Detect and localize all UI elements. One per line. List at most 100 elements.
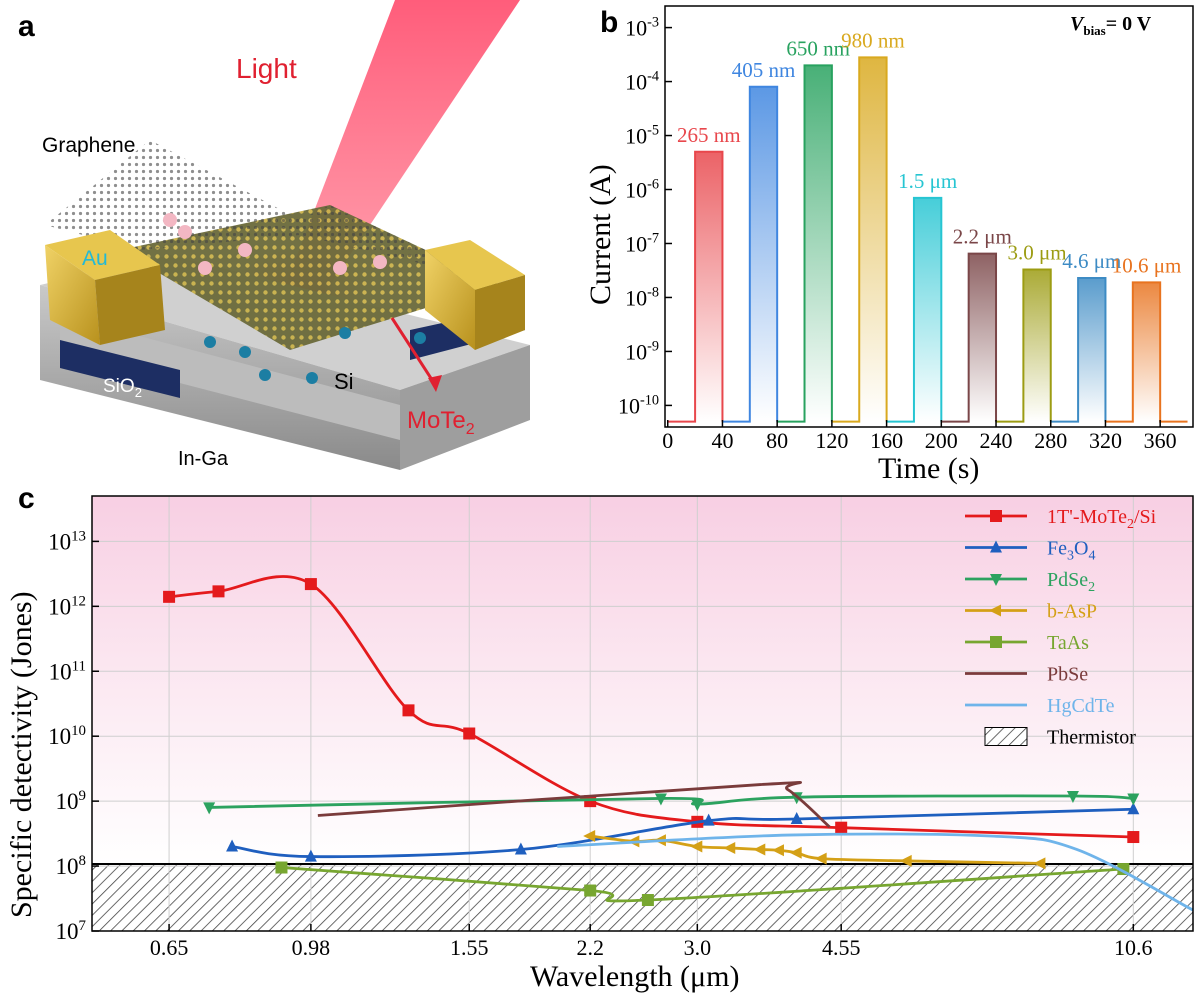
series-line (231, 807, 1134, 859)
panel-c-frame (91, 495, 1194, 932)
pulse-label: 3.0 μm (1008, 240, 1067, 264)
y-tick-label: 107 (56, 918, 87, 944)
data-point (702, 813, 715, 826)
series-line (317, 781, 831, 829)
graphene-sheet (45, 140, 500, 285)
panel-c-ylabel: Specific detectivity (Jones) (5, 591, 38, 918)
data-point (641, 894, 654, 907)
data-point (1127, 831, 1140, 844)
panel-b-ticks: 0 40 80 120 160 200 240 280 320 360 10-10 10-9 10-8 1… (618, 15, 1177, 453)
pulse-label: 1.5 μm (898, 169, 957, 193)
series-line (557, 832, 1194, 912)
data-point (584, 884, 597, 897)
pulse-fill (749, 86, 778, 422)
legend-label: PdSe2 (1047, 569, 1095, 595)
y-tick-label: 10-9 (625, 338, 659, 364)
light-text: Light (236, 53, 297, 84)
data-point (304, 578, 317, 591)
panel-b-pulses (695, 57, 1161, 422)
data-point (584, 795, 597, 808)
panel-b-xlabel: Time (s) (878, 452, 979, 485)
data-point (899, 854, 912, 867)
data-point (402, 704, 415, 717)
legend-thermistor-swatch (984, 727, 1028, 746)
data-point (304, 849, 317, 862)
data-point (163, 590, 176, 603)
series-line (281, 866, 1124, 903)
y-tick-label: 108 (56, 853, 86, 879)
x-tick-label: 0.65 (150, 935, 189, 960)
y-tick-label: 10-4 (625, 69, 659, 95)
sio2-layer (60, 340, 180, 398)
data-point (814, 852, 827, 865)
x-tick-label: 3.0 (684, 935, 712, 960)
data-point (691, 799, 704, 812)
graphene-text: Graphene (42, 134, 135, 157)
panel-a-label: a (18, 10, 35, 43)
legend-label: b-AsP (1047, 601, 1097, 623)
legend-marker (990, 510, 1002, 522)
au-pad-left-side (95, 265, 165, 345)
mote2-arrow-head (428, 375, 442, 392)
panel-b-label: b (600, 6, 618, 39)
data-point (1033, 857, 1046, 870)
legend-marker (990, 574, 1002, 586)
au-text: Au (82, 247, 108, 270)
carriers (163, 213, 426, 384)
pulse-trace (667, 150, 724, 423)
bias-annotation: Vbias= 0 V (1070, 13, 1152, 38)
data-point (835, 821, 848, 834)
pulse-trace (996, 268, 1052, 423)
x-tick-label: 320 (1089, 428, 1122, 453)
au-pad-right (425, 250, 475, 350)
x-tick-label: 280 (1034, 428, 1067, 453)
legend-label: 1T'-MoTe2/Si (1047, 506, 1157, 532)
data-point (753, 843, 766, 856)
mote2-text: MoTe2 (407, 407, 475, 438)
x-tick-label: 200 (925, 428, 958, 453)
y-tick-label: 10-10 (618, 392, 659, 418)
pulse-trace (777, 64, 833, 423)
pulse-label: 10.6 μm (1112, 253, 1182, 277)
pulse-fill (859, 57, 887, 422)
si-layer (60, 315, 400, 440)
pulse-fill (804, 65, 832, 422)
au-pad-right-side (475, 275, 525, 350)
x-tick-label: 0 (662, 428, 673, 453)
pulse-label: 650 nm (786, 36, 850, 60)
y-tick-label: 10-5 (625, 123, 659, 149)
data-point (723, 841, 736, 854)
pulse-fill (1023, 269, 1051, 422)
data-point (226, 839, 239, 852)
pulse-label: 265 nm (677, 123, 741, 147)
legend-thermistor-label: Thermistor (1047, 727, 1136, 749)
y-tick-label: 10-8 (625, 284, 659, 310)
y-tick-label: 1010 (48, 723, 86, 749)
data-point (275, 861, 288, 874)
x-tick-label: 360 (1144, 428, 1177, 453)
mote2-arrow (390, 317, 438, 387)
x-tick-label: 1.55 (450, 935, 489, 960)
x-tick-label: 120 (815, 428, 848, 453)
pulse-label: 4.6 μm (1062, 249, 1121, 273)
data-point (1127, 802, 1140, 815)
in-ga-text: In-Ga (178, 448, 229, 470)
pulse-trace (722, 85, 779, 423)
legend-marker (990, 636, 1002, 648)
data-point (1127, 793, 1140, 806)
x-tick-label: 40 (711, 428, 733, 453)
y-tick-label: 10-7 (625, 230, 659, 256)
data-point (790, 812, 803, 825)
panel-c-series (163, 575, 1194, 912)
panel-b-ylabel: Current (A) (584, 164, 617, 305)
y-tick-label: 109 (56, 788, 86, 814)
data-point (212, 585, 225, 598)
y-tick-label: 1012 (48, 593, 86, 619)
x-tick-label: 2.2 (576, 935, 604, 960)
sio2-text: SiO2 (103, 376, 142, 400)
x-tick-label: 80 (766, 428, 788, 453)
x-tick-label: 0.98 (292, 935, 331, 960)
pulse-fill (1132, 282, 1161, 422)
